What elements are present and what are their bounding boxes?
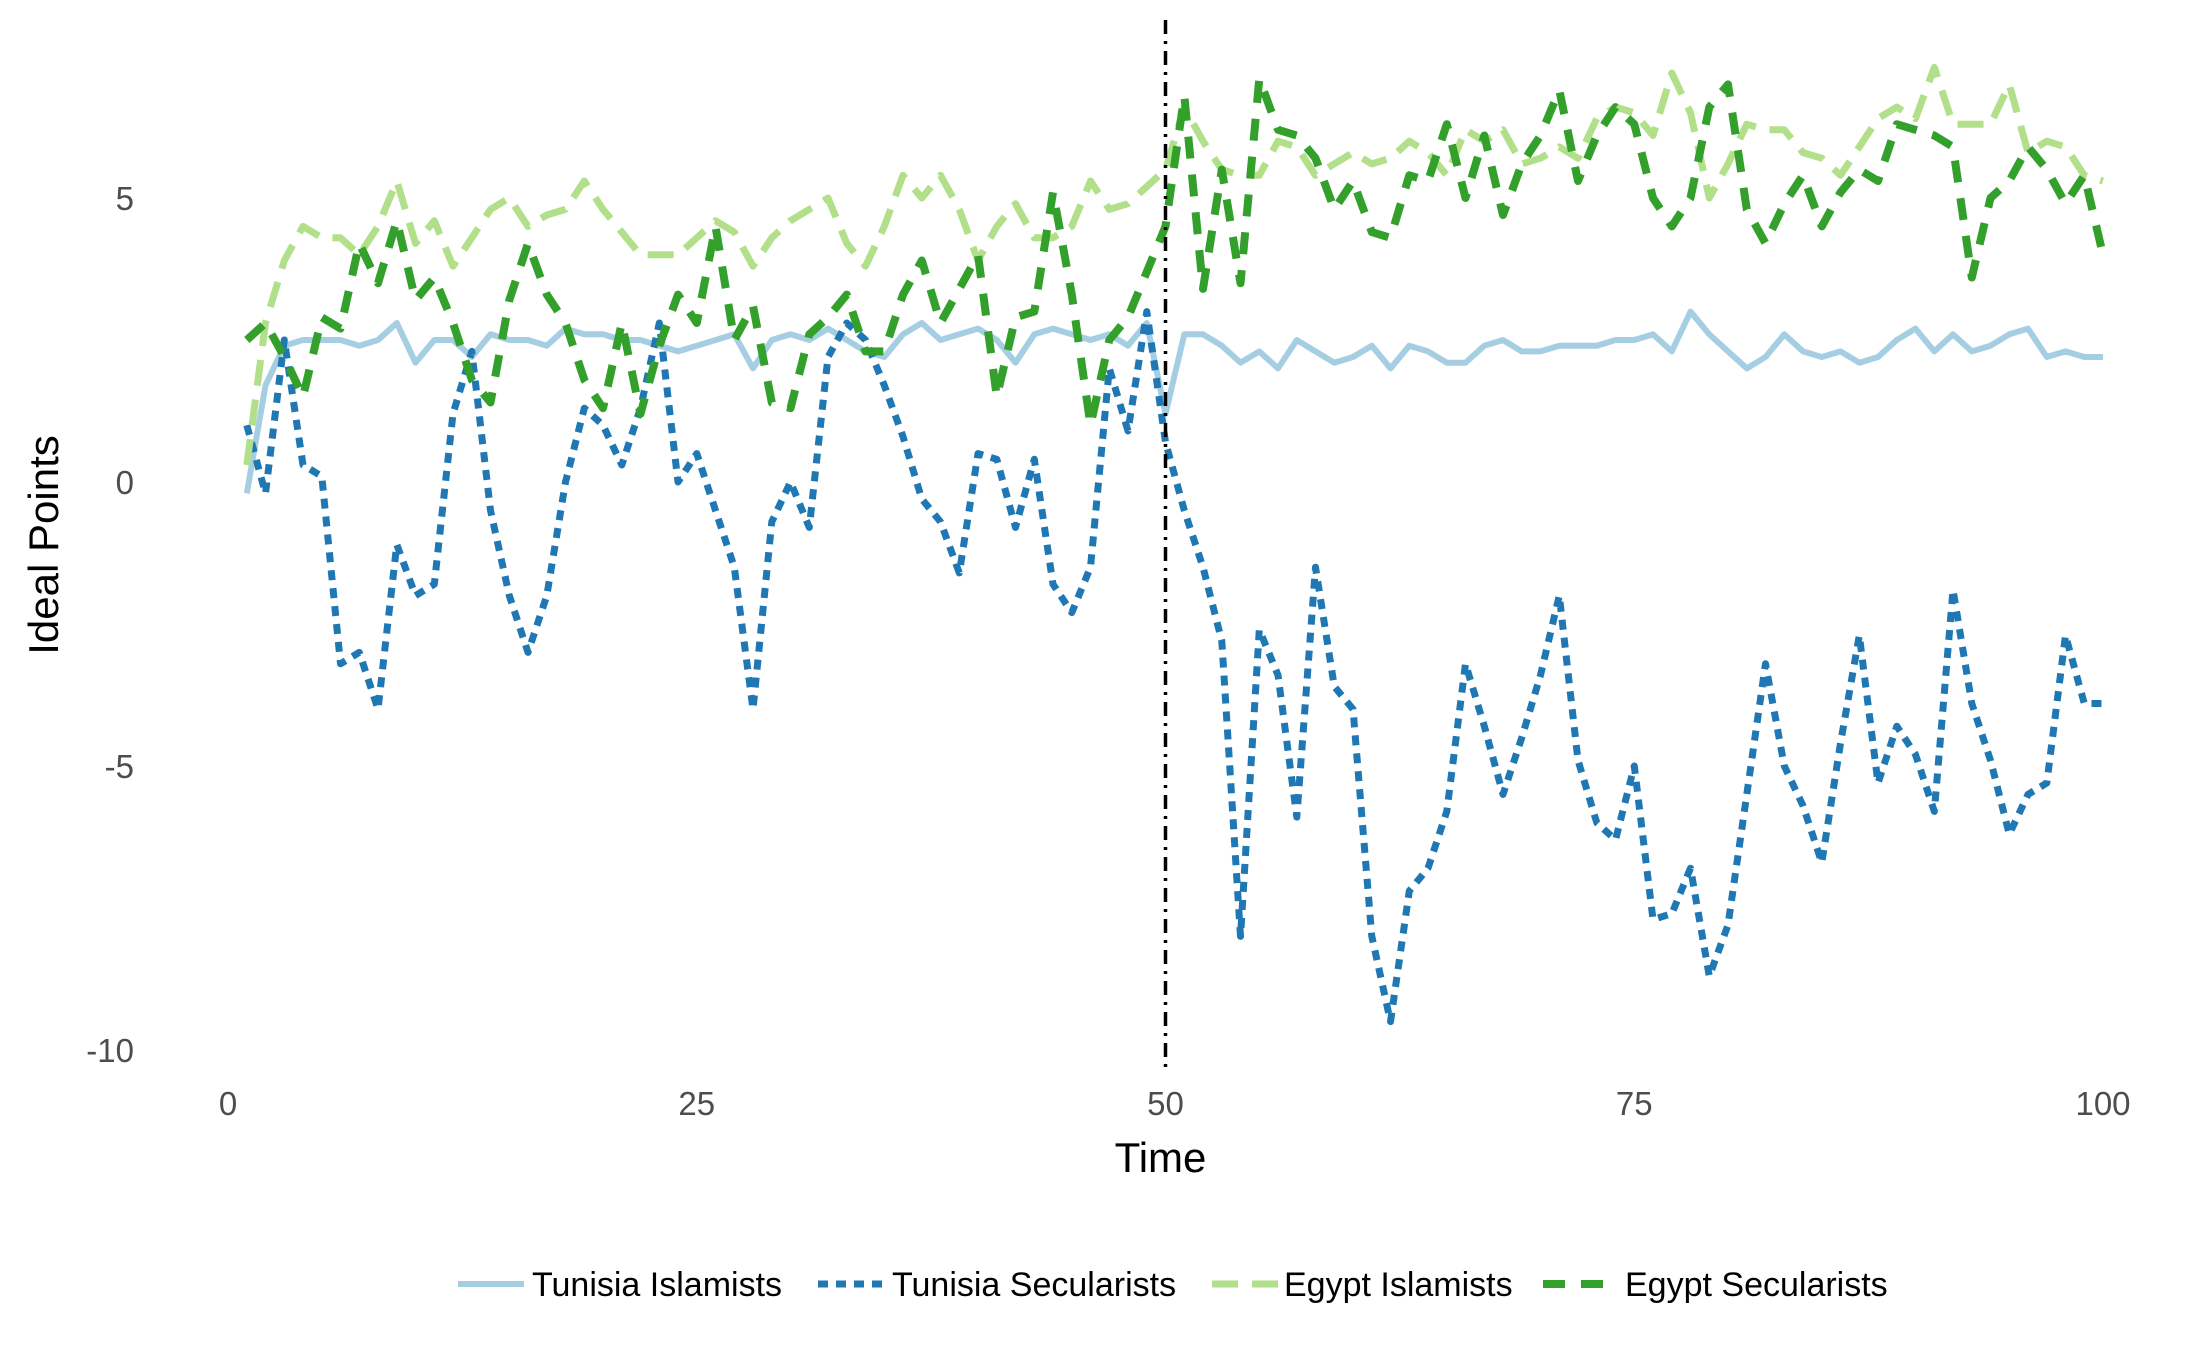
legend: Tunisia Islamists Tunisia Secularists Egyp… [458, 1266, 1888, 1304]
y-axis-ticks: -10 -5 0 5 [86, 180, 134, 1069]
legend-label: Tunisia Secularists [892, 1266, 1176, 1304]
x-tick-label: 100 [2075, 1085, 2130, 1122]
legend-label: Egypt Secularists [1625, 1266, 1888, 1304]
series-line-tunisia-islamists [243, 308, 2103, 494]
series-line-tunisia-secularists [243, 308, 2103, 1026]
legend-label: Tunisia Islamists [532, 1266, 782, 1304]
x-tick-label: 50 [1147, 1085, 1184, 1122]
x-axis-ticks: 0 25 50 75 100 [219, 1085, 2131, 1122]
series-line-egypt-secularists [244, 74, 2107, 430]
x-tick-label: 0 [219, 1085, 237, 1122]
y-tick-label: 5 [116, 180, 134, 217]
plot-lines [243, 63, 2107, 1026]
x-tick-label: 75 [1616, 1085, 1653, 1122]
y-tick-label: 0 [116, 464, 134, 501]
y-axis-title: Ideal Points [20, 435, 67, 654]
x-axis-title: Time [1115, 1134, 1207, 1181]
y-tick-label: -5 [105, 748, 134, 785]
x-tick-label: 25 [678, 1085, 715, 1122]
series-line-egypt-islamists [243, 63, 2105, 466]
legend-label: Egypt Islamists [1284, 1266, 1513, 1304]
y-tick-label: -10 [86, 1032, 134, 1069]
